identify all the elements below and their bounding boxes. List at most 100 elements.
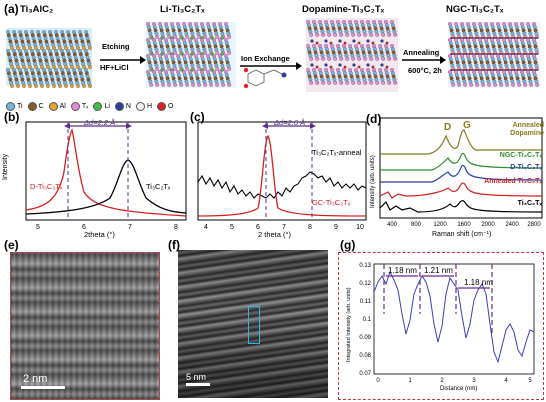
atom [502,25,507,30]
atom [504,47,509,52]
atom [486,47,491,52]
atom [366,20,370,24]
atom [343,26,348,31]
atom [486,79,491,84]
atom [473,28,478,33]
atom [466,70,470,74]
atom [355,50,360,55]
atom [485,44,490,49]
atom [6,68,10,72]
atom [218,41,223,46]
atom [159,76,164,81]
atom [184,63,189,68]
xlabel-c: 2 theta (°) [258,230,292,239]
atom [321,80,326,85]
atom [18,49,22,53]
atom [200,57,205,62]
atom [348,20,352,24]
atom [185,66,190,71]
atom [455,76,460,81]
line-profile-frame [338,252,544,400]
atom [510,63,515,68]
atom [203,34,208,39]
atom [165,44,170,49]
atom [225,44,230,49]
atom [13,74,18,79]
atom [312,47,317,52]
tick: 5 [36,224,40,231]
atom [178,31,183,36]
atom [532,54,536,58]
atom [33,61,38,66]
atom [360,20,364,24]
atom [202,79,207,84]
atom [6,33,11,38]
atom [534,47,539,52]
atom [533,28,538,33]
atom [393,56,398,61]
atom [472,38,476,42]
atom [200,41,205,46]
atom [73,36,78,41]
atom [466,22,470,26]
atom [14,77,19,82]
atom [63,80,68,85]
atom [484,54,488,58]
atom [384,44,388,48]
atom [32,77,37,82]
atom [56,58,61,63]
atom [54,49,58,53]
atom [345,56,350,61]
atom [12,52,17,57]
atom [155,82,160,87]
atom [485,76,490,81]
atom [532,22,536,26]
tick: 7 [282,224,286,231]
atom [81,80,86,85]
panel-b-label: (b) [4,110,20,124]
atom [188,25,193,30]
atom [491,44,496,49]
atom [188,73,193,78]
atom [213,28,218,33]
atom [51,80,56,85]
tick: 5 [528,378,532,384]
atom [62,58,67,63]
atom [387,80,392,85]
atom [202,31,207,36]
atom [460,57,465,62]
atom [44,77,49,82]
profile-region-box [248,306,260,344]
atom [6,49,10,53]
atom [73,55,78,60]
panel-d-label: (d) [366,112,382,126]
atom [220,63,225,68]
atom [517,82,522,87]
atom [43,74,48,79]
atom [48,33,53,38]
step-etching-title: Etching [102,42,130,51]
atom [19,36,24,41]
atom [515,44,520,49]
atom [535,82,540,87]
atom [194,54,198,58]
series-ti3c2tx-anneal [197,171,367,199]
atom [48,71,53,76]
atom [360,71,365,76]
atom [526,25,531,30]
atom [449,76,454,81]
atom [19,55,24,60]
atom [227,34,232,39]
atom [78,52,83,57]
atom [146,38,150,42]
atom [172,79,177,84]
atom [385,50,390,55]
atom [309,80,314,85]
atom [154,79,159,84]
atom [449,44,454,49]
atom [455,44,460,49]
atom [508,38,512,42]
atom [514,54,518,58]
atom [38,58,43,63]
panel-g-label: (g) [340,238,356,252]
